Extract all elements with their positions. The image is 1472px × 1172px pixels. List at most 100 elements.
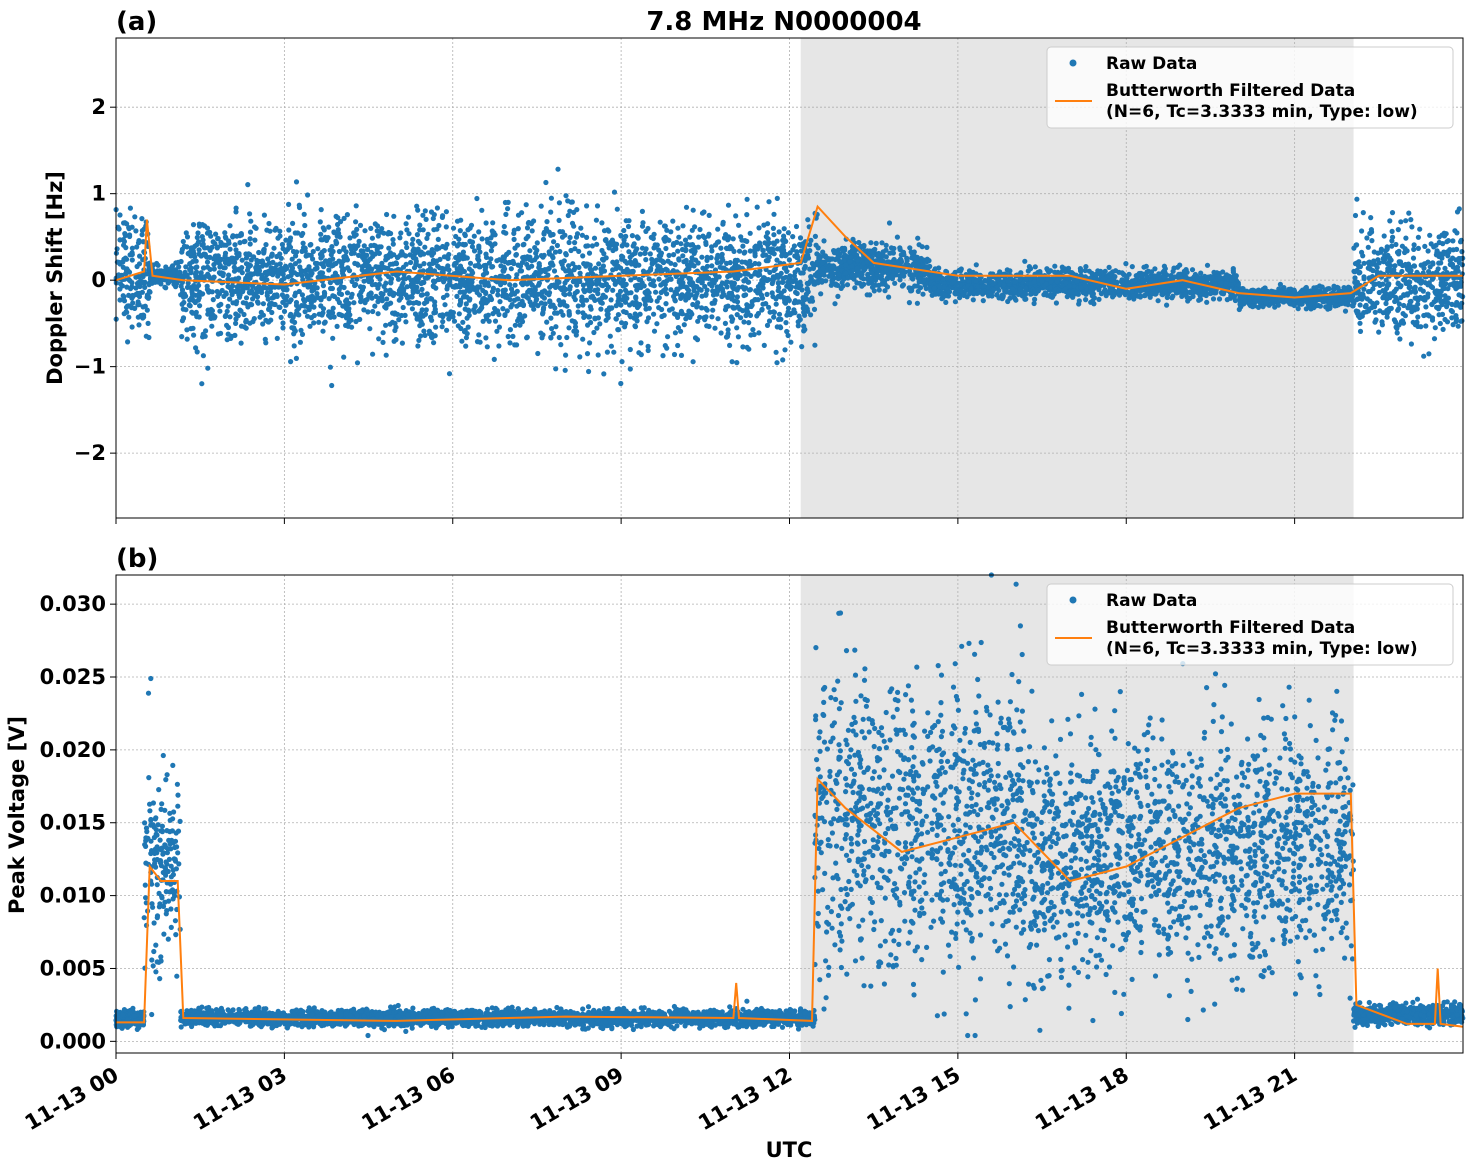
raw-data-point bbox=[548, 209, 554, 215]
raw-data-point bbox=[540, 311, 546, 317]
raw-data-point bbox=[785, 305, 792, 311]
raw-data-point bbox=[571, 223, 577, 229]
raw-data-point bbox=[368, 225, 374, 231]
raw-data-point bbox=[687, 263, 694, 269]
raw-data-point bbox=[783, 274, 789, 280]
raw-data-point bbox=[314, 285, 320, 291]
panel-a-label: (a) bbox=[116, 7, 157, 37]
raw-data-point bbox=[361, 243, 367, 249]
raw-data-point bbox=[1098, 268, 1104, 274]
raw-data-point bbox=[486, 260, 492, 266]
raw-data-point bbox=[710, 307, 716, 313]
raw-data-point bbox=[646, 305, 652, 311]
raw-data-point bbox=[526, 287, 532, 293]
raw-data-point bbox=[782, 299, 788, 305]
raw-data-point bbox=[980, 298, 986, 304]
raw-data-point bbox=[284, 265, 290, 271]
raw-data-point bbox=[305, 284, 311, 290]
raw-data-point bbox=[780, 244, 786, 250]
raw-data-point bbox=[786, 257, 793, 263]
raw-data-point bbox=[428, 314, 434, 320]
raw-data-point bbox=[394, 254, 400, 261]
raw-data-point bbox=[193, 258, 199, 264]
raw-data-point bbox=[215, 293, 221, 299]
raw-data-point bbox=[531, 306, 537, 312]
raw-data-point bbox=[264, 290, 270, 296]
raw-data-point bbox=[794, 255, 800, 261]
raw-data-point bbox=[444, 292, 450, 298]
raw-data-point bbox=[133, 228, 139, 234]
raw-data-point bbox=[417, 323, 423, 329]
raw-data-point bbox=[755, 310, 762, 317]
raw-data-point bbox=[626, 218, 632, 224]
raw-data-point bbox=[186, 250, 192, 257]
raw-data-point bbox=[302, 222, 308, 229]
raw-data-point bbox=[510, 258, 516, 264]
raw-data-point bbox=[849, 247, 856, 253]
raw-data-point bbox=[406, 231, 412, 237]
raw-data-point bbox=[561, 258, 567, 264]
raw-data-point bbox=[504, 251, 510, 257]
raw-data-point bbox=[819, 260, 826, 266]
raw-data-point bbox=[627, 302, 633, 308]
raw-data-point bbox=[835, 293, 841, 299]
raw-data-point bbox=[483, 335, 489, 341]
raw-data-point bbox=[799, 344, 805, 350]
raw-data-point bbox=[129, 305, 135, 311]
raw-data-point bbox=[664, 227, 670, 233]
raw-data-point bbox=[463, 301, 469, 307]
raw-data-point bbox=[733, 213, 739, 219]
raw-data-point bbox=[550, 282, 556, 288]
raw-data-point bbox=[764, 291, 770, 297]
raw-data-point bbox=[503, 230, 509, 236]
raw-data-point bbox=[586, 250, 593, 256]
raw-data-point bbox=[636, 262, 642, 268]
raw-data-point bbox=[540, 236, 547, 242]
raw-data-point bbox=[702, 235, 708, 241]
raw-data-point bbox=[372, 221, 378, 227]
raw-data-point bbox=[1141, 264, 1147, 270]
raw-data-point bbox=[365, 309, 371, 315]
raw-data-point bbox=[213, 253, 219, 259]
raw-data-point bbox=[701, 209, 707, 215]
raw-data-point bbox=[609, 237, 616, 243]
raw-data-point bbox=[694, 304, 700, 310]
raw-data-point bbox=[137, 274, 143, 280]
raw-data-point bbox=[657, 264, 663, 270]
raw-data-point bbox=[213, 231, 219, 237]
raw-data-point bbox=[302, 309, 308, 315]
raw-data-point bbox=[932, 266, 938, 272]
raw-data-point bbox=[173, 260, 179, 266]
raw-data-point bbox=[883, 242, 889, 248]
raw-data-point bbox=[277, 261, 283, 267]
raw-data-point bbox=[175, 270, 182, 276]
raw-data-point bbox=[550, 255, 556, 261]
raw-data-point bbox=[761, 342, 767, 348]
raw-data-point bbox=[495, 287, 501, 293]
raw-data-point bbox=[219, 287, 225, 294]
raw-data-point bbox=[756, 261, 762, 267]
raw-data-point bbox=[223, 312, 229, 319]
raw-data-point bbox=[538, 203, 544, 209]
raw-data-point bbox=[729, 245, 735, 252]
raw-data-point bbox=[431, 227, 437, 233]
raw-data-point bbox=[339, 260, 345, 266]
raw-data-point bbox=[349, 278, 355, 285]
raw-data-point bbox=[621, 309, 627, 315]
raw-data-point bbox=[404, 284, 410, 290]
raw-data-point bbox=[890, 273, 896, 279]
raw-data-point bbox=[724, 245, 730, 252]
raw-data-point bbox=[783, 253, 789, 259]
raw-data-point bbox=[889, 250, 895, 256]
raw-data-point bbox=[179, 334, 185, 340]
raw-data-point bbox=[593, 287, 599, 293]
raw-data-point bbox=[823, 278, 829, 284]
raw-data-point bbox=[683, 297, 689, 303]
raw-data-point bbox=[357, 316, 363, 322]
raw-data-point bbox=[358, 299, 364, 305]
raw-data-point bbox=[142, 284, 148, 290]
raw-data-point bbox=[780, 357, 786, 363]
raw-data-point bbox=[818, 291, 824, 297]
raw-data-point bbox=[372, 303, 378, 309]
raw-data-point bbox=[624, 242, 630, 248]
